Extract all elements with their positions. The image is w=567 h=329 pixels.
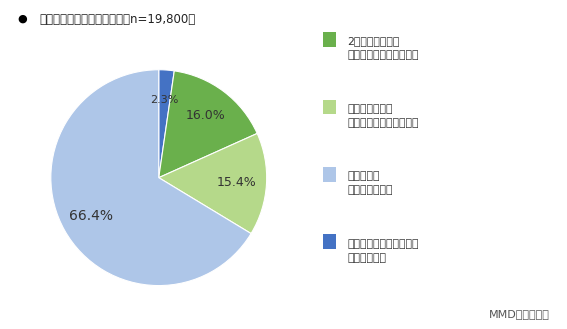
Text: 15.4%: 15.4%: [217, 176, 256, 189]
Text: 2年以内をめどに
乗り換えを検討している: 2年以内をめどに 乗り換えを検討している: [347, 36, 418, 60]
Wedge shape: [159, 70, 174, 178]
Text: 時期は未定だが
乗り換えを検討している: 時期は未定だが 乗り換えを検討している: [347, 104, 418, 128]
Wedge shape: [159, 134, 266, 234]
Text: 利用自体をやめることを
検討している: 利用自体をやめることを 検討している: [347, 239, 418, 263]
Text: 16.0%: 16.0%: [185, 109, 226, 122]
Text: MMD研究所調べ: MMD研究所調べ: [489, 309, 550, 319]
Text: 66.4%: 66.4%: [69, 209, 113, 223]
Wedge shape: [159, 71, 257, 178]
Text: 乗り換えは
検討していない: 乗り換えは 検討していない: [347, 171, 392, 195]
Text: 他社への乗り換え検討状況（n=19,800）: 他社への乗り換え検討状況（n=19,800）: [40, 13, 196, 26]
Text: 2.3%: 2.3%: [150, 95, 179, 105]
Wedge shape: [51, 70, 251, 286]
Text: ●: ●: [17, 13, 27, 23]
